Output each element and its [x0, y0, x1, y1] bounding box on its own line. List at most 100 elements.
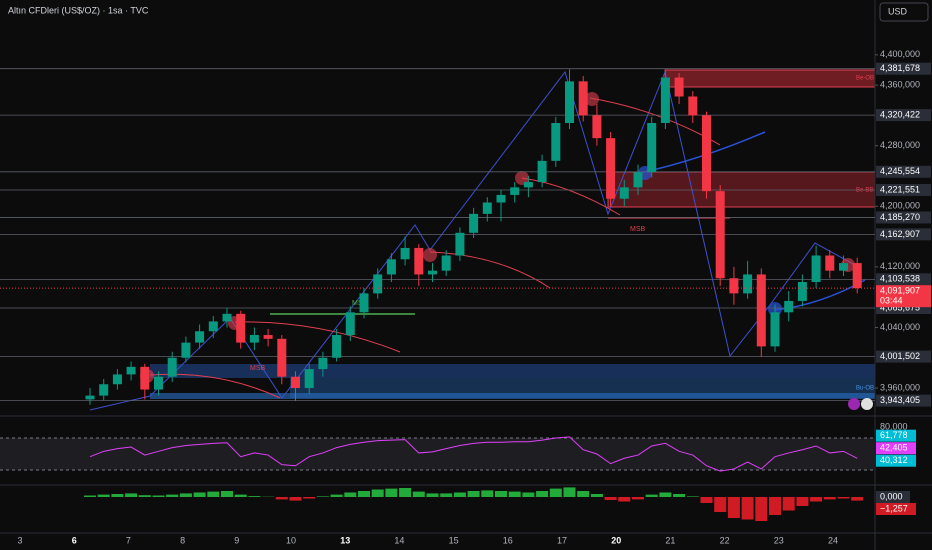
- candle-body: [400, 247, 410, 260]
- candle-body: [428, 270, 437, 275]
- rsi-line: [89, 436, 858, 472]
- macd-bar: [426, 493, 439, 497]
- candle-body: [469, 213, 479, 233]
- macd-bar: [358, 491, 370, 497]
- candle-body: [523, 182, 533, 188]
- macd-bar: [111, 494, 124, 497]
- macd-bar: [84, 495, 96, 497]
- macd-bar: [837, 497, 850, 499]
- currency-button[interactable]: [879, 2, 929, 22]
- macd-bar: [440, 493, 453, 497]
- x-tick-label: 8: [180, 535, 185, 545]
- candle-body: [455, 232, 465, 256]
- candle-body: [126, 366, 136, 375]
- candle-body: [825, 255, 835, 271]
- macd-bar: [755, 497, 768, 521]
- level-box: [876, 394, 931, 407]
- candle-body: [647, 122, 657, 173]
- annotation: Be-BB: [856, 188, 873, 194]
- macd-bar: [97, 494, 110, 497]
- x-tick-label: 10: [286, 535, 296, 545]
- candle-body: [606, 138, 616, 199]
- candle-body: [154, 376, 163, 390]
- candle-body: [619, 187, 629, 199]
- candle-body: [263, 335, 273, 339]
- x-tick-label: 6: [72, 535, 77, 545]
- macd-bar: [823, 497, 836, 500]
- currency-label: USD: [888, 6, 908, 16]
- candle-body: [743, 274, 753, 294]
- candle-body: [222, 313, 232, 322]
- candle-body: [729, 278, 739, 294]
- level-box: [876, 350, 931, 363]
- candle-body: [756, 274, 766, 347]
- rsi-band-label: 80,000: [880, 421, 908, 431]
- candle-body: [715, 191, 725, 279]
- macd-bar: [727, 497, 740, 518]
- macd-bar: [344, 492, 357, 497]
- candle-body: [386, 259, 396, 275]
- x-tick-label: 23: [774, 535, 784, 545]
- last-price-label: 4,091,907: [880, 286, 920, 296]
- x-tick-label: 3: [17, 535, 22, 545]
- bearish-ob-zone: [664, 69, 876, 88]
- x-tick-label: 17: [557, 535, 567, 545]
- level-label: 3,943,405: [880, 395, 920, 405]
- macd-last-box: [876, 503, 916, 515]
- macd-bar: [303, 497, 316, 499]
- macd-bar: [522, 492, 535, 497]
- macd-bar: [481, 490, 494, 497]
- signal-dot: [423, 248, 437, 262]
- candle-body: [839, 263, 848, 271]
- candle-body: [592, 115, 602, 139]
- macd-bar: [179, 493, 192, 497]
- macd-bar: [549, 488, 562, 497]
- candle-body: [578, 81, 588, 116]
- rsi-value-box: [876, 454, 916, 467]
- bullish-zone: [150, 393, 875, 399]
- macd-bar: [234, 494, 247, 497]
- candle-body: [181, 342, 191, 358]
- candle-body: [660, 77, 670, 123]
- y-tick-label: 4,120,000: [880, 261, 920, 271]
- candle-body: [359, 293, 369, 313]
- macd-last-label: −1,257: [880, 503, 908, 513]
- macd-bar: [796, 497, 809, 506]
- x-tick-label: 13: [340, 535, 350, 545]
- candle-body: [167, 357, 177, 377]
- level-label: 4,221,551: [880, 184, 920, 194]
- bullish-zone: [150, 364, 875, 378]
- macd-bar: [453, 492, 466, 497]
- macd-bar: [412, 491, 425, 497]
- candle-body: [373, 274, 383, 294]
- candle-body: [674, 77, 684, 97]
- candle-body: [208, 321, 218, 332]
- candle-body: [304, 369, 314, 389]
- macd-bar: [673, 494, 686, 497]
- chart-title: Altın CFDleri (US$/OZ) · 1sa · TVC: [8, 5, 149, 15]
- countdown: 03:44: [880, 296, 903, 306]
- curve: [149, 97, 721, 399]
- level-label: 4,185,270: [880, 212, 920, 222]
- macd-bar: [125, 493, 138, 497]
- macd-bar: [193, 492, 206, 497]
- x-tick-label: 9: [234, 535, 239, 545]
- annotation: MSB: [630, 226, 646, 233]
- macd-bar: [166, 494, 179, 497]
- macd-bar: [248, 496, 261, 497]
- level-label: 4,162,907: [880, 229, 920, 239]
- macd-bar: [385, 488, 398, 497]
- macd-bar: [769, 497, 781, 515]
- x-tick-label: 14: [394, 535, 404, 545]
- macd-bar: [700, 497, 713, 503]
- x-tick-label: 21: [665, 535, 675, 545]
- macd-bar: [741, 497, 754, 520]
- x-tick-label: 15: [449, 535, 459, 545]
- rsi-value-box: [876, 442, 916, 455]
- candle-body: [510, 187, 520, 195]
- x-tick-label: 16: [503, 535, 513, 545]
- macd-bar: [686, 496, 699, 497]
- level-box: [876, 183, 931, 196]
